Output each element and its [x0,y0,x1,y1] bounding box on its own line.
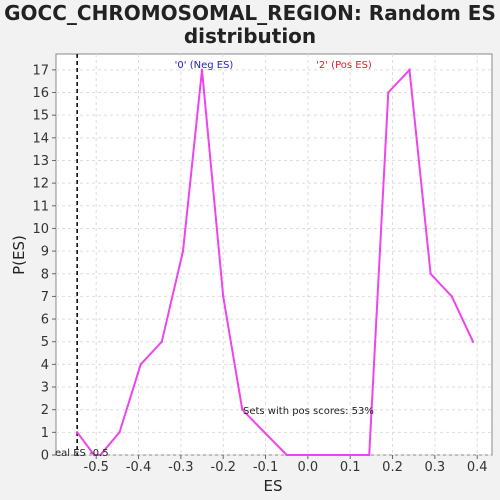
y-tick-label: 3 [41,381,49,396]
data-point [408,68,411,72]
plot-area [55,53,493,456]
y-tick-label: 16 [32,86,49,101]
data-point [387,91,390,94]
y-tick-label: 0 [41,449,49,464]
data-point [471,340,475,343]
chart-title: GOCC_CHROMOSOMAL_REGION: Random ES distr… [0,2,500,48]
data-point [181,249,185,253]
y-tick-label: 14 [32,131,49,146]
data-point [200,68,204,72]
y-tick-label: 2 [41,403,49,418]
x-tick-label: 0.3 [425,460,446,475]
y-tick-label: 17 [32,63,49,78]
pos-scores-label: Sets with pos scores: 53% [243,406,374,417]
x-tick-label: 0.4 [467,460,488,475]
y-tick-label: 6 [41,313,49,328]
y-tick-label: 1 [41,426,49,441]
data-point [368,453,371,457]
data-point [75,431,79,434]
data-point [160,340,164,343]
data-points [75,68,475,457]
chart-title-line-1: GOCC_CHROMOSOMAL_REGION: Random ES [4,1,496,25]
y-tick-label: 9 [41,245,49,260]
y-tick-label: 13 [32,154,49,169]
x-tick-label: 0.0 [298,460,319,475]
y-tick-label: 8 [41,267,49,282]
data-point [429,272,432,275]
data-point [450,295,453,298]
y-axis-label: P(ES) [10,235,28,275]
x-axis-ticks: -0.5 -0.4 -0.3 -0.2 -0.1 0.0 0.1 0.2 0.3 0.4 [84,455,488,475]
grid-lines [56,54,492,456]
chart-title-line-2: distribution [183,24,317,48]
y-tick-label: 15 [32,109,49,124]
y-tick-label: 5 [41,335,49,350]
x-tick-label: 0.1 [340,460,361,475]
y-tick-label: 11 [32,199,49,214]
data-point [92,453,96,457]
x-axis-label: ES [264,477,283,495]
x-tick-label: -0.3 [168,460,193,475]
data-point [222,295,225,298]
x-tick-label: -0.4 [126,460,151,475]
x-tick-label: -0.2 [211,460,236,475]
neg-es-label: '0' (Neg ES) [175,60,234,71]
data-point [285,453,288,457]
x-tick-label: 0.2 [382,460,403,475]
y-tick-label: 4 [41,358,49,373]
y-tick-label: 12 [32,177,49,192]
data-point [241,408,244,411]
y-tick-label: 7 [41,290,49,305]
real-es-label: eal ES -0.5 [55,448,109,459]
pos-es-label: '2' (Pos ES) [316,60,372,71]
y-tick-label: 10 [32,222,49,237]
data-point [118,431,121,434]
data-point [99,453,102,457]
x-tick-label: -0.5 [84,460,109,475]
data-point [139,363,142,366]
x-tick-label: -0.1 [253,460,278,475]
